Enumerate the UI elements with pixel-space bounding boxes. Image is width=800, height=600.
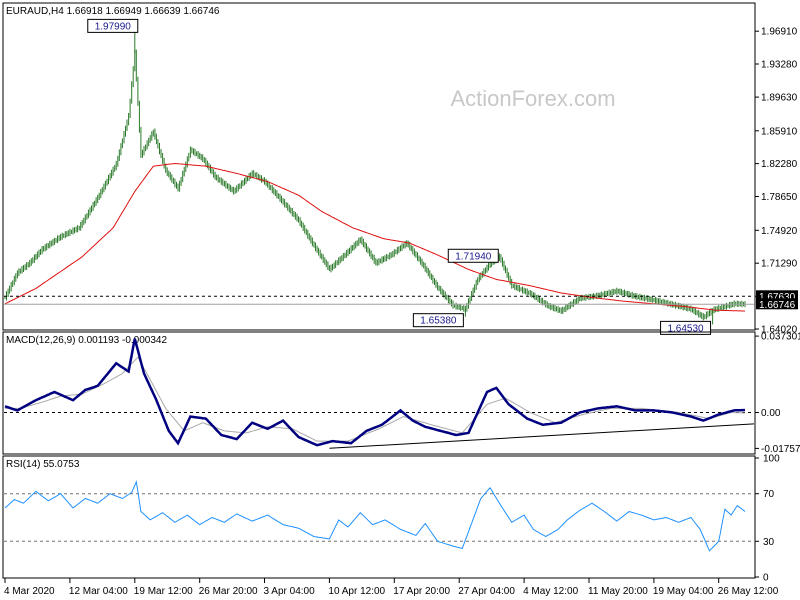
macd-line xyxy=(4,338,746,447)
rsi-label: RSI(14) 55.0753 xyxy=(6,459,80,470)
rsi-axis: 100 70 30 0 xyxy=(755,454,780,584)
time-axis-label: 19 Mar 12:00 xyxy=(134,586,193,597)
price-axis-label: 1.89630 xyxy=(761,93,798,104)
time-axis-label: 12 Mar 04:00 xyxy=(69,586,128,597)
price-annotation: 1.97990 xyxy=(87,18,139,33)
price-axis-label: 1.71290 xyxy=(761,259,798,270)
macd-label: MACD(12,26,9) 0.001193 -0.000342 xyxy=(6,335,167,346)
time-axis: 4 Mar 2020 12 Mar 04:00 19 Mar 12:00 26 Mar… xyxy=(4,578,779,597)
macd-axis-label: 0.037301 xyxy=(761,332,800,343)
time-axis-label: 26 May 12:00 xyxy=(718,586,779,597)
rsi-levels xyxy=(4,493,754,542)
annotation-label: 1.65380 xyxy=(420,316,457,327)
symbol-header: EURAUD,H4 1.66918 1.66949 1.66639 1.6674… xyxy=(6,6,220,17)
annotation-label: 1.71940 xyxy=(455,251,492,262)
price-axis-label: 1.85910 xyxy=(761,126,798,137)
time-axis-label: 4 Mar 2020 xyxy=(4,586,55,597)
rsi-line xyxy=(4,479,746,552)
current-price-badge: 1.66746 xyxy=(756,298,798,311)
time-axis-label: 4 May 12:00 xyxy=(523,586,578,597)
price-annotations: 1.97990 1.71940 1.65380 1.64530 xyxy=(87,18,712,335)
macd-panel-frame xyxy=(2,331,756,455)
annotation-box xyxy=(660,320,712,335)
macd-panel: MACD(12,26,9) 0.001193 -0.000342 0.03730… xyxy=(2,331,800,455)
current-price-badge-box xyxy=(756,298,798,310)
time-axis-label: 11 May 20:00 xyxy=(588,586,648,597)
rsi-panel: RSI(14) 55.0753 100 70 30 0 xyxy=(2,454,780,584)
price-axis-label: 1.96910 xyxy=(761,27,798,38)
annotation-label: 1.64530 xyxy=(667,323,704,334)
macd-trendline xyxy=(329,423,755,449)
price-bars xyxy=(4,21,746,325)
price-annotation: 1.64530 xyxy=(660,320,712,335)
price-axis-label: 1.93280 xyxy=(761,60,798,71)
resistance-price-badge-box xyxy=(756,290,798,302)
macd-axis: 0.037301 0.00 -0.017577 xyxy=(755,332,800,455)
annotation-box xyxy=(447,248,499,263)
rsi-axis-label: 30 xyxy=(763,537,775,548)
rsi-axis-label: 0 xyxy=(763,573,769,584)
annotation-box xyxy=(87,18,139,33)
price-annotation: 1.65380 xyxy=(412,313,464,328)
annotation-label: 1.97990 xyxy=(95,21,132,32)
rsi-axis-label: 70 xyxy=(763,489,775,500)
price-axis: 1.96910 1.93280 1.89630 1.85910 1.82280 1.786… xyxy=(755,27,798,336)
time-axis-label: 27 Apr 04:00 xyxy=(458,586,515,597)
time-axis-label: 17 Apr 20:00 xyxy=(393,586,450,597)
time-axis-label: 3 Apr 04:00 xyxy=(264,586,316,597)
price-axis-label: 1.78650 xyxy=(761,192,798,203)
resistance-price-badge: 1.67630 xyxy=(756,290,798,303)
price-annotation: 1.71940 xyxy=(447,248,499,263)
macd-axis-label: 0.00 xyxy=(761,408,781,419)
rsi-axis-label: 100 xyxy=(763,454,780,465)
price-axis-label: 1.64020 xyxy=(761,325,798,336)
resistance-price-badge-text: 1.67630 xyxy=(759,292,796,303)
watermark: ActionForex.com xyxy=(450,86,615,111)
price-panel-frame xyxy=(2,2,756,331)
rsi-panel-frame xyxy=(2,455,756,579)
moving-average-line xyxy=(4,162,746,312)
current-price-badge-text: 1.66746 xyxy=(759,300,796,311)
time-axis-label: 19 May 04:00 xyxy=(653,586,714,597)
annotation-box xyxy=(412,313,464,328)
price-axis-label: 1.82280 xyxy=(761,159,798,170)
time-axis-label: 10 Apr 12:00 xyxy=(328,586,385,597)
price-panel: ActionForex.com EURAUD,H4 1.66918 1.6694… xyxy=(2,2,798,336)
macd-axis-label: -0.017577 xyxy=(761,444,800,455)
price-axis-label: 1.74920 xyxy=(761,226,798,237)
time-axis-label: 26 Mar 20:00 xyxy=(199,586,258,597)
